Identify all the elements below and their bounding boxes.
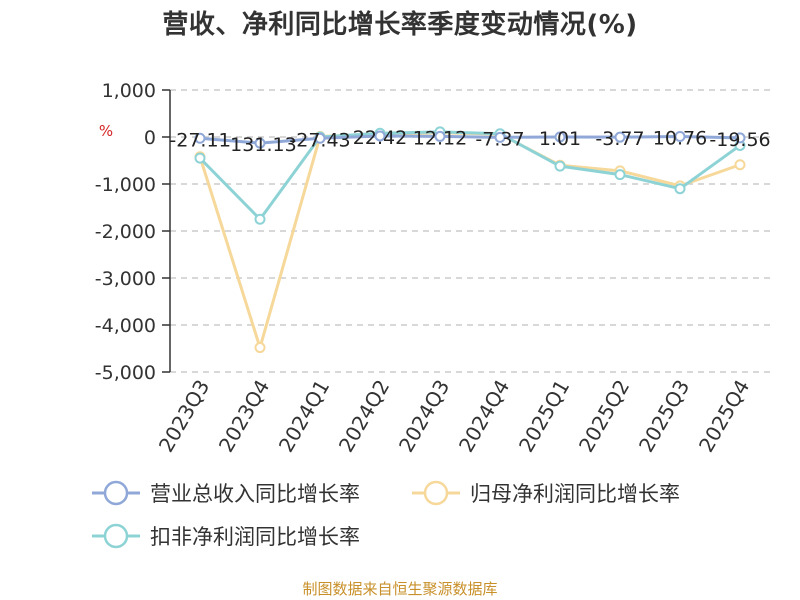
series-line (199, 134, 741, 145)
data-label: 22.42 (353, 127, 407, 149)
x-tick-label: 2024Q4 (454, 376, 514, 457)
series-line (198, 131, 741, 350)
data-point (674, 130, 686, 142)
data-label: -27.43 (289, 129, 350, 151)
data-point (254, 137, 266, 149)
data-point (314, 132, 326, 144)
data-label: -3.77 (595, 128, 644, 150)
data-point (434, 130, 446, 142)
x-tick-label: 2023Q3 (154, 376, 214, 457)
data-label: 12.12 (413, 127, 467, 149)
y-tick-label: -4,000 (95, 315, 156, 337)
data-point (374, 130, 386, 142)
x-tick-label: 2024Q1 (274, 376, 334, 457)
data-point (194, 132, 206, 144)
data-point (554, 131, 566, 143)
data-labels: -27.11-131.13-27.43 22.42 12.12 -7.37 1.01 -3… (169, 127, 770, 156)
legend-label: 营业总收入同比增长率 (150, 482, 360, 506)
x-tick-label: 2024Q2 (334, 376, 394, 457)
data-label: 10.76 (653, 127, 707, 149)
x-tick-label: 2025Q1 (514, 376, 574, 457)
x-tick-label: 2023Q4 (214, 376, 274, 457)
y-tick-label: -1,000 (95, 174, 156, 196)
x-tick-label: 2024Q3 (394, 376, 454, 457)
y-axis-unit: % (99, 122, 113, 140)
legend-marker (103, 523, 129, 549)
data-label: 1.01 (539, 128, 581, 150)
data-point (734, 132, 746, 144)
data-label: -27.11 (169, 129, 230, 151)
legend-marker (423, 480, 449, 506)
y-tick-label: 0 (144, 127, 156, 149)
series-line (198, 130, 741, 221)
x-tick-label: 2025Q4 (694, 376, 754, 457)
data-point (614, 131, 626, 143)
x-tick-label: 2025Q2 (574, 376, 634, 457)
legend-label: 扣非净利润同比增长率 (150, 525, 360, 549)
y-tick-label: -2,000 (95, 221, 156, 243)
data-point (194, 152, 206, 164)
legend-label: 归母净利润同比增长率 (470, 482, 680, 506)
data-point (554, 160, 566, 172)
data-label: -7.37 (475, 128, 524, 150)
series-lines (194, 126, 746, 354)
data-point (734, 159, 746, 171)
data-point (614, 169, 626, 181)
chart-title: 营收、净利同比增长率季度变动情况(%) (162, 10, 638, 40)
y-tick-label: -3,000 (95, 268, 156, 290)
source-note: 制图数据来自恒生聚源数据库 (302, 580, 498, 598)
data-label: -131.13 (223, 134, 296, 156)
legend-marker (103, 480, 129, 506)
data-point (494, 131, 506, 143)
data-point (254, 213, 266, 225)
x-tick-label: 2025Q3 (634, 376, 694, 457)
y-tick-label: 1,000 (102, 80, 156, 102)
data-label: -19.56 (709, 129, 770, 151)
y-tick-label: -5,000 (95, 362, 156, 384)
data-point (254, 342, 266, 354)
data-point (674, 183, 686, 195)
